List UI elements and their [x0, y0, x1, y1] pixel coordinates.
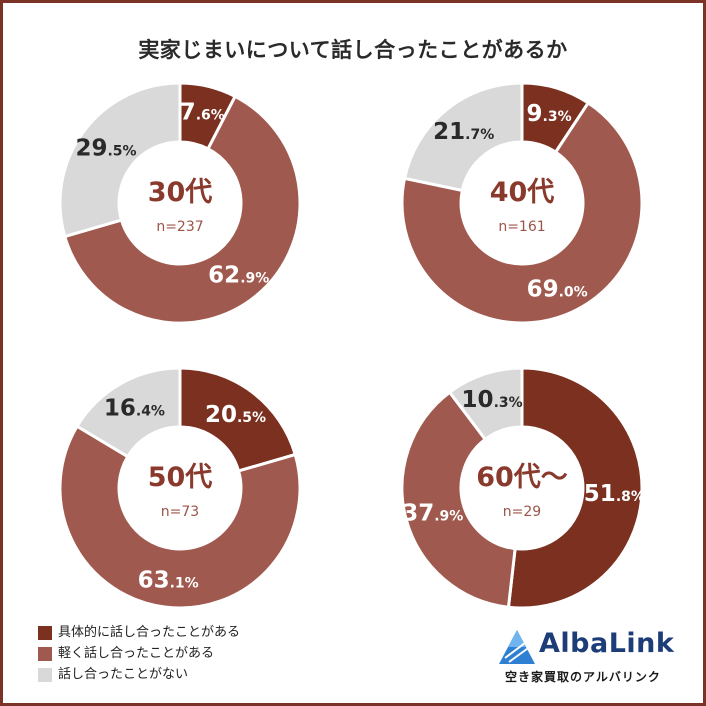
legend-label-concrete: 具体的に話し合ったことがある	[58, 625, 241, 640]
age-group-label: 40代	[490, 177, 555, 208]
donut-chart-3: 20.5% 63.1% 16.4% 50代 n=73	[58, 366, 302, 610]
slice-label-none: 16.4%	[104, 396, 165, 422]
legend-swatch-light	[38, 646, 52, 661]
logo-name: AlbaLink	[539, 628, 675, 659]
donut-chart-2: 9.3% 69.0% 21.7% 40代 n=161	[400, 81, 644, 325]
donut-chart-4: 51.8% 37.9% 10.3% 60代～ n=29	[400, 366, 645, 610]
slice-label-light: 63.1%	[138, 568, 199, 594]
albalink-logo: AlbaLink 空き家買取のアルバリンク	[497, 626, 687, 688]
slice-light	[400, 100, 644, 325]
slice-label-none: 21.7%	[433, 119, 494, 145]
slice-light	[400, 390, 517, 609]
slice-label-concrete: 9.3%	[527, 101, 572, 127]
slice-light	[58, 424, 302, 610]
slice-label-concrete: 20.5%	[205, 402, 266, 428]
slice-label-concrete: 7.6%	[180, 100, 225, 126]
sample-size-label: n=73	[161, 504, 199, 520]
slice-none	[447, 366, 524, 442]
slice-label-concrete: 51.8%	[584, 481, 645, 507]
age-group-label: 50代	[148, 462, 213, 493]
slice-none	[58, 81, 182, 239]
sample-size-label: n=237	[156, 219, 203, 235]
legend-swatch-none	[38, 667, 52, 682]
legend-item-concrete: 具体的に話し合ったことがある	[38, 622, 240, 643]
slice-label-light: 69.0%	[527, 277, 588, 303]
slice-none	[75, 366, 182, 459]
slice-label-none: 29.5%	[75, 135, 136, 161]
slice-label-none: 10.3%	[462, 387, 523, 413]
slice-light	[62, 94, 302, 325]
age-group-label: 60代～	[476, 462, 568, 493]
slice-concrete	[506, 366, 644, 610]
donut-chart-1: 7.6% 62.9% 29.5% 30代 n=237	[58, 81, 302, 325]
age-group-label: 30代	[148, 177, 213, 208]
legend-item-none: 話し合ったことがない	[38, 664, 240, 685]
chart-title: 実家じまいについて話し合ったことがあるか	[138, 38, 568, 62]
triangle-logo-icon	[499, 630, 535, 664]
legend-swatch-concrete	[38, 625, 52, 640]
slice-label-light: 62.9%	[208, 262, 269, 288]
legend-label-none: 話し合ったことがない	[58, 667, 189, 682]
sample-size-label: n=29	[503, 504, 541, 520]
legend: 具体的に話し合ったことがある 軽く話し合ったことがある 話し合ったことがない	[38, 622, 240, 685]
logo-tagline: 空き家買取のアルバリンク	[505, 670, 661, 684]
legend-item-light: 軽く話し合ったことがある	[38, 643, 240, 664]
slice-label-light: 37.9%	[402, 500, 463, 526]
legend-label-light: 軽く話し合ったことがある	[58, 646, 215, 661]
slice-none	[402, 81, 524, 193]
sample-size-label: n=161	[498, 219, 545, 235]
